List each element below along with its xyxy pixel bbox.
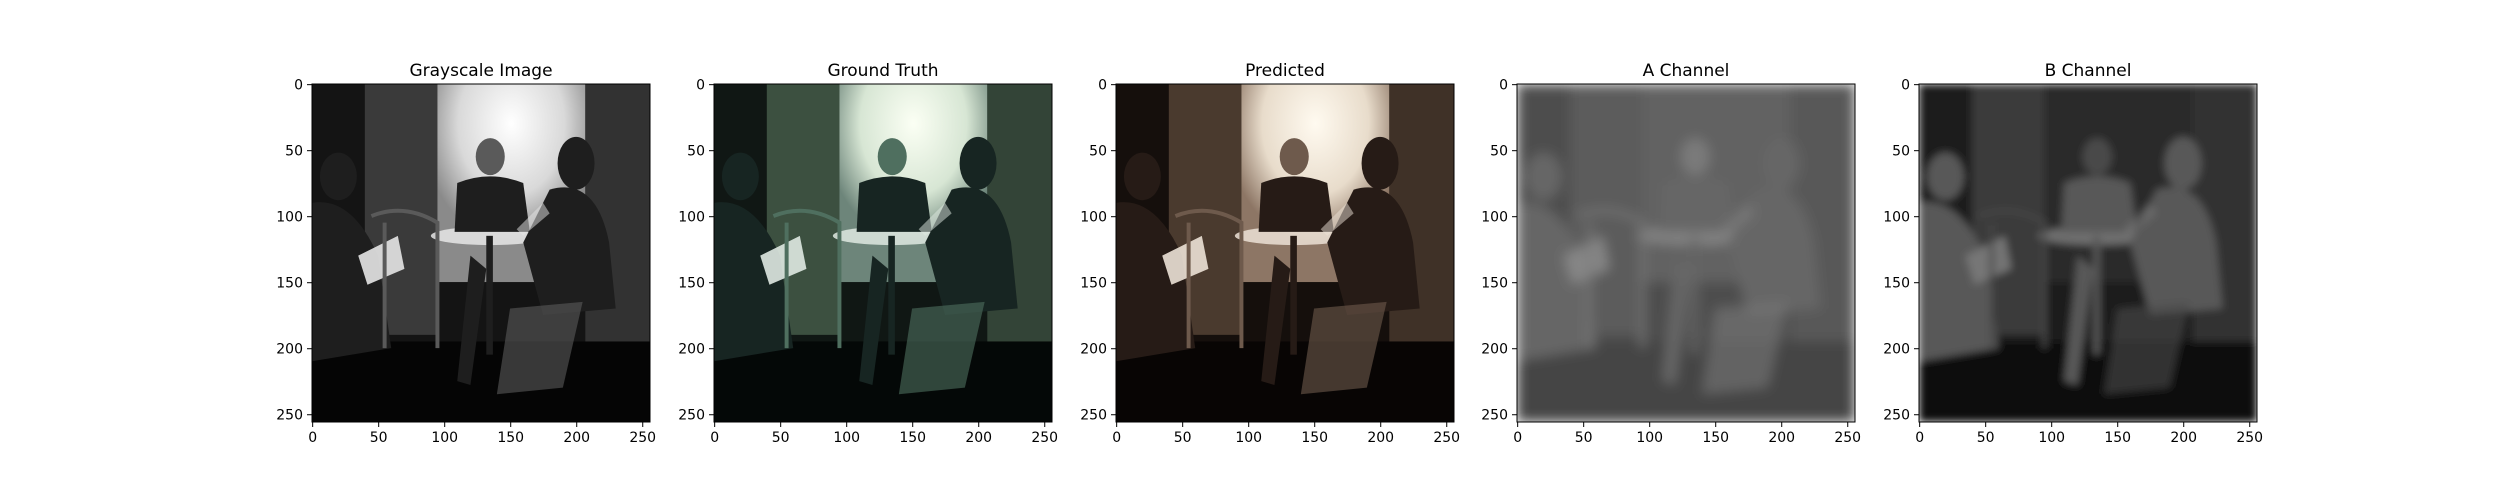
x-tick-label: 200 xyxy=(563,430,590,446)
y-tick-label: 200 xyxy=(1080,342,1107,358)
x-tick-label: 0 xyxy=(308,430,317,446)
panel-title: B Channel xyxy=(2045,61,2132,81)
x-tick-label: 150 xyxy=(2104,430,2131,446)
y-tick-label: 200 xyxy=(1883,342,1910,358)
x-tick-label: 250 xyxy=(629,430,656,446)
y-tick-label: 0 xyxy=(1499,78,1508,94)
axes-frame xyxy=(311,83,651,423)
x-tick-label: 0 xyxy=(1915,430,1924,446)
y-tick-label: 100 xyxy=(1883,210,1910,226)
x-tick-label: 50 xyxy=(1977,430,1995,446)
scene-image xyxy=(1517,84,1855,422)
y-tick-label: 100 xyxy=(678,210,705,226)
panel-achan: A Channel 0 50 100 150 200 250 0 50 100 150 200 250 xyxy=(1481,61,1861,446)
x-tick-label: 250 xyxy=(2236,430,2263,446)
x-tick-label: 0 xyxy=(710,430,719,446)
y-tick-label: 150 xyxy=(276,276,303,292)
panel-title: Ground Truth xyxy=(827,61,938,81)
y-tick-label: 0 xyxy=(1901,78,1910,94)
y-tick-label: 250 xyxy=(1883,408,1910,424)
y-tick-label: 150 xyxy=(678,276,705,292)
axes-frame xyxy=(1516,83,1856,423)
y-tick-label: 50 xyxy=(1490,144,1508,160)
panel-pred: Predicted 0 50 100 150 200 250 0 50 100 150 200 250 xyxy=(1080,61,1460,446)
x-tick-label: 0 xyxy=(1513,430,1522,446)
y-tick-label: 100 xyxy=(1481,210,1508,226)
y-tick-label: 100 xyxy=(1080,210,1107,226)
y-tick-label: 0 xyxy=(1098,78,1107,94)
scene-image xyxy=(1919,84,2257,422)
y-tick-label: 250 xyxy=(1481,408,1508,424)
axes-frame xyxy=(1115,83,1455,423)
axes-frame xyxy=(713,83,1053,423)
y-tick-label: 200 xyxy=(276,342,303,358)
x-tick-label: 100 xyxy=(2038,430,2065,446)
y-tick-label: 200 xyxy=(678,342,705,358)
y-tick-label: 150 xyxy=(1883,276,1910,292)
x-tick-label: 100 xyxy=(833,430,860,446)
y-tick-label: 50 xyxy=(687,144,705,160)
x-tick-label: 250 xyxy=(1433,430,1460,446)
x-tick-label: 150 xyxy=(1702,430,1729,446)
panels-layer: Grayscale Image 0 50 100 150 200 250 0 50 100 150 2… xyxy=(276,61,2263,446)
x-tick-label: 50 xyxy=(370,430,388,446)
panel-gray: Grayscale Image 0 50 100 150 200 250 0 50 100 150 2… xyxy=(276,61,656,446)
x-tick-label: 200 xyxy=(1768,430,1795,446)
panel-truth: Ground Truth 0 50 100 150 200 250 0 50 100 150 200 2… xyxy=(678,61,1058,446)
x-tick-label: 50 xyxy=(1174,430,1192,446)
y-tick-label: 250 xyxy=(276,408,303,424)
scene-image xyxy=(312,84,650,422)
y-tick-label: 50 xyxy=(1892,144,1910,160)
x-tick-label: 200 xyxy=(2170,430,2197,446)
x-tick-label: 50 xyxy=(1575,430,1593,446)
y-tick-label: 50 xyxy=(1089,144,1107,160)
y-tick-label: 100 xyxy=(276,210,303,226)
y-tick-label: 200 xyxy=(1481,342,1508,358)
x-tick-label: 100 xyxy=(1235,430,1262,446)
scene-image xyxy=(714,84,1052,422)
y-tick-label: 0 xyxy=(696,78,705,94)
x-tick-label: 0 xyxy=(1112,430,1121,446)
panel-title: A Channel xyxy=(1643,61,1730,81)
scene-image xyxy=(1116,84,1454,422)
x-tick-label: 150 xyxy=(899,430,926,446)
x-tick-label: 150 xyxy=(1301,430,1328,446)
panel-title: Grayscale Image xyxy=(409,61,552,81)
x-tick-label: 150 xyxy=(497,430,524,446)
x-tick-label: 100 xyxy=(431,430,458,446)
x-tick-label: 250 xyxy=(1031,430,1058,446)
x-tick-label: 50 xyxy=(772,430,790,446)
y-tick-label: 50 xyxy=(285,144,303,160)
x-tick-label: 100 xyxy=(1636,430,1663,446)
panel-bchan: B Channel 0 50 100 150 200 250 0 50 100 150 200 250 xyxy=(1883,61,2263,446)
x-tick-label: 200 xyxy=(1367,430,1394,446)
y-tick-label: 150 xyxy=(1481,276,1508,292)
panel-title: Predicted xyxy=(1245,61,1325,81)
y-tick-label: 150 xyxy=(1080,276,1107,292)
y-tick-label: 250 xyxy=(1080,408,1107,424)
y-tick-label: 0 xyxy=(294,78,303,94)
x-tick-label: 200 xyxy=(965,430,992,446)
y-tick-label: 250 xyxy=(678,408,705,424)
x-tick-label: 250 xyxy=(1834,430,1861,446)
axes-frame xyxy=(1918,83,2258,423)
